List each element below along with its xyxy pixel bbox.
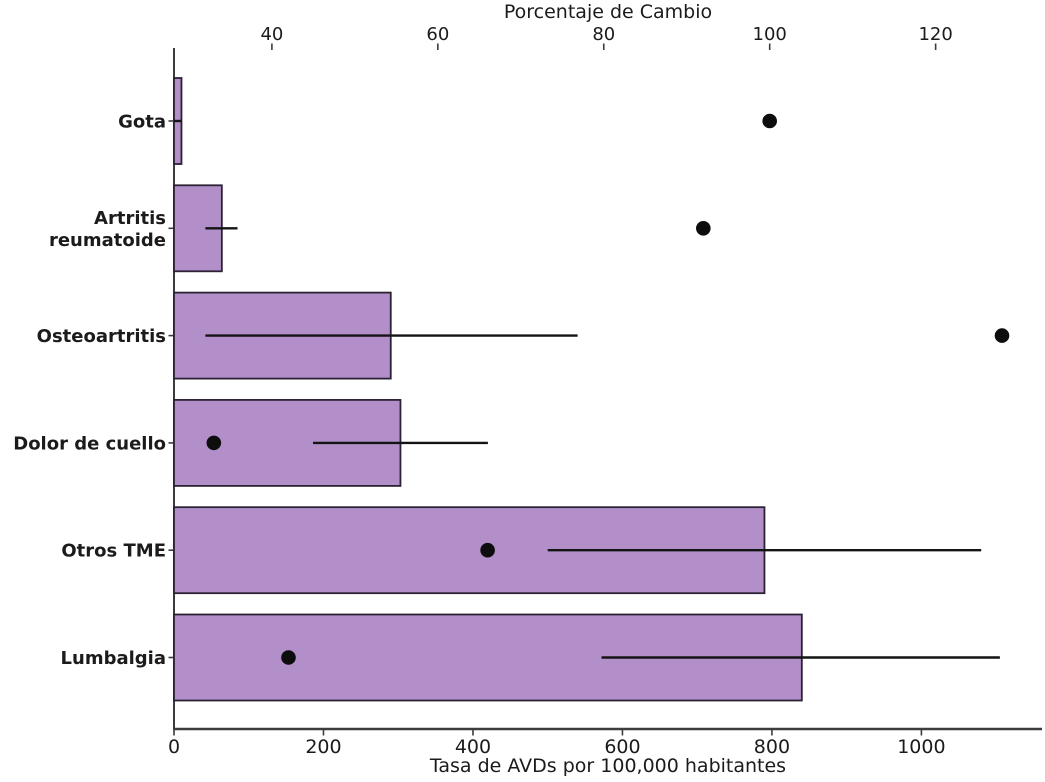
- bottom-axis-tick-label: 0: [168, 736, 180, 758]
- bottom-axis-tick-label: 1000: [897, 736, 945, 758]
- category-label-otros-tme: Otros TME: [61, 541, 166, 562]
- dot-artritis-reumatoide: [696, 221, 711, 236]
- bottom-axis-tick-label: 600: [604, 736, 640, 758]
- category-label-gota: Gota: [118, 112, 166, 133]
- top-axis-tick-label: 60: [426, 24, 449, 45]
- bottom-axis-tick-label: 400: [455, 736, 491, 758]
- dot-osteoartritis: [994, 328, 1010, 343]
- category-label-artritis-reumatoide: Artritis reumatoide: [49, 208, 166, 251]
- top-axis-title: Porcentaje de Cambio: [503, 1, 713, 23]
- dot-lumbalgia: [281, 650, 296, 665]
- bottom-axis-title: Tasa de AVDs por 100,000 habitantes: [429, 755, 787, 777]
- top-axis-tick-label: 80: [592, 24, 615, 45]
- category-label-dolor-de-cuello: Dolor de cuello: [13, 433, 166, 454]
- category-label-lumbalgia: Lumbalgia: [61, 648, 166, 669]
- dot-otros-tme: [480, 542, 495, 558]
- bottom-axis-tick-label: 800: [754, 736, 790, 758]
- top-axis-tick-label: 120: [918, 24, 952, 45]
- top-axis-tick-label: 100: [753, 24, 787, 45]
- dot-gota: [762, 113, 777, 129]
- top-axis-tick-label: 40: [260, 24, 283, 45]
- category-label-osteoartritis: Osteoartritis: [37, 326, 166, 347]
- bottom-axis-tick-label: 200: [305, 736, 341, 758]
- dot-dolor-de-cuello: [206, 435, 222, 451]
